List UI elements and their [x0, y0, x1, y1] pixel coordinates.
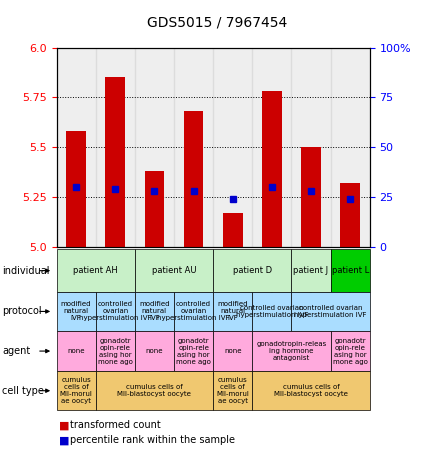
Text: gonadotr
opin-rele
asing hor
mone ago: gonadotr opin-rele asing hor mone ago: [176, 337, 210, 365]
Text: modified
natural
IVF: modified natural IVF: [139, 301, 169, 322]
Text: patient L: patient L: [331, 266, 368, 275]
Bar: [300, 147, 320, 247]
Text: agent: agent: [2, 346, 30, 356]
Text: cell type: cell type: [2, 386, 44, 396]
Text: none: none: [67, 348, 85, 354]
Bar: [144, 171, 164, 247]
Text: transformed count: transformed count: [69, 420, 160, 430]
Text: patient AH: patient AH: [73, 266, 118, 275]
Text: GDS5015 / 7967454: GDS5015 / 7967454: [147, 16, 287, 30]
Bar: [95, 48, 135, 247]
Bar: [66, 131, 86, 247]
Text: cumulus cells of
MII-blastocyst oocyte: cumulus cells of MII-blastocyst oocyte: [273, 384, 347, 397]
Text: gonadotr
opin-rele
asing hor
mone ago: gonadotr opin-rele asing hor mone ago: [332, 337, 367, 365]
Bar: [56, 48, 95, 247]
Text: modified
natural
IVF: modified natural IVF: [61, 301, 91, 322]
Text: ■: ■: [59, 435, 69, 445]
Text: gonadotr
opin-rele
asing hor
mone ago: gonadotr opin-rele asing hor mone ago: [98, 337, 132, 365]
Text: none: none: [224, 348, 241, 354]
Bar: [174, 48, 213, 247]
Text: cumulus
cells of
MII-morul
ae oocyt: cumulus cells of MII-morul ae oocyt: [59, 377, 92, 404]
Text: controlled
ovarian
hyperstimulation IVF: controlled ovarian hyperstimulation IVF: [79, 301, 151, 322]
Text: percentile rank within the sample: percentile rank within the sample: [69, 435, 234, 445]
Text: controlled ovarian
hyperstimulation IVF: controlled ovarian hyperstimulation IVF: [235, 305, 307, 318]
Bar: [339, 183, 359, 247]
Bar: [261, 92, 281, 247]
Text: controlled ovarian
hyperstimulation IVF: controlled ovarian hyperstimulation IVF: [294, 305, 366, 318]
Text: cumulus cells of
MII-blastocyst oocyte: cumulus cells of MII-blastocyst oocyte: [117, 384, 191, 397]
Text: individual: individual: [2, 265, 49, 276]
Bar: [135, 48, 174, 247]
Bar: [183, 111, 203, 247]
Text: patient AU: patient AU: [151, 266, 196, 275]
Bar: [252, 48, 291, 247]
Bar: [223, 213, 242, 247]
Text: patient D: patient D: [232, 266, 271, 275]
Text: gonadotropin-releas
ing hormone
antagonist: gonadotropin-releas ing hormone antagoni…: [256, 341, 326, 361]
Text: ■: ■: [59, 420, 69, 430]
Bar: [330, 48, 369, 247]
Text: cumulus
cells of
MII-morul
ae oocyt: cumulus cells of MII-morul ae oocyt: [216, 377, 249, 404]
Text: protocol: protocol: [2, 306, 42, 317]
Text: patient J: patient J: [293, 266, 328, 275]
Text: controlled
ovarian
hyperstimulation IVF: controlled ovarian hyperstimulation IVF: [157, 301, 229, 322]
Text: modified
natural
IVF: modified natural IVF: [217, 301, 247, 322]
Bar: [291, 48, 330, 247]
Text: none: none: [145, 348, 163, 354]
Bar: [213, 48, 252, 247]
Bar: [105, 77, 125, 247]
